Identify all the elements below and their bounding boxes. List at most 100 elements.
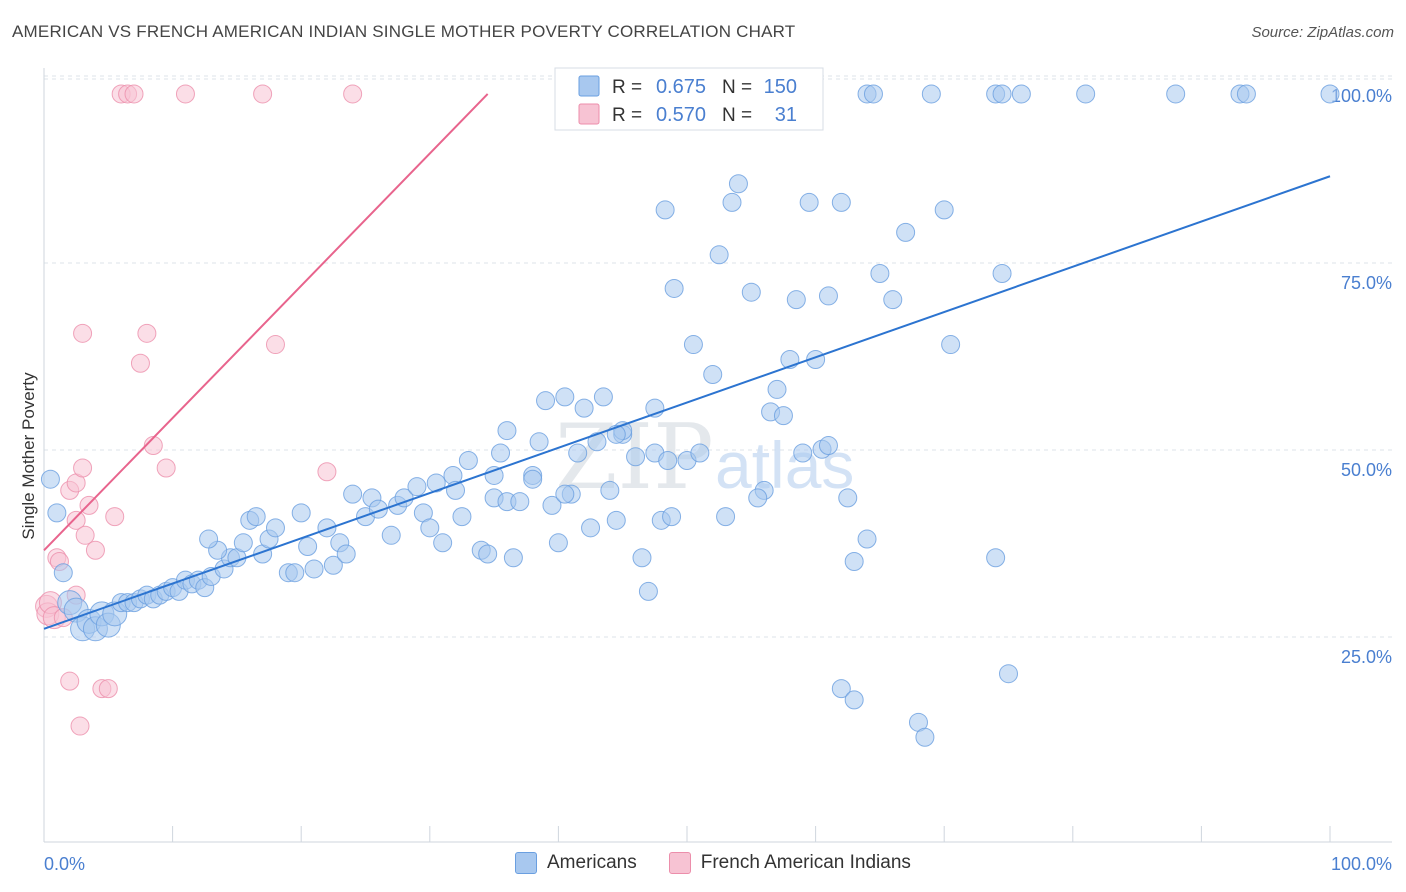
american-point-76 (574, 398, 594, 418)
american-point-71 (542, 495, 562, 515)
french-american-indian-point-12 (73, 323, 93, 343)
legend-n-value-0: 150 (764, 76, 797, 98)
legend-n-value-1: 31 (775, 104, 797, 126)
american-point-132 (1011, 84, 1031, 104)
american-point-110 (831, 192, 851, 212)
american-point-45 (336, 544, 356, 564)
american-point-114 (870, 263, 890, 283)
french-american-indian-point-15 (75, 525, 95, 545)
legend-item-french-american-indians[interactable]: French American Indians (668, 852, 911, 874)
french-american-indian-point-8 (60, 671, 80, 691)
american-point-122 (992, 263, 1012, 283)
american-point-80 (600, 480, 620, 500)
y-tick-label-0: 25.0% (1341, 647, 1392, 667)
legend-r-label-0: R = (612, 77, 642, 98)
american-point-69 (529, 432, 549, 452)
american-point-95 (703, 364, 723, 384)
legend-item-americans[interactable]: Americans (515, 852, 637, 874)
french-american-indian-point-22 (124, 84, 144, 104)
legend-n-label-0: N = (722, 77, 752, 98)
american-point-42 (317, 518, 337, 538)
american-point-31 (233, 533, 253, 553)
american-point-131 (992, 84, 1012, 104)
source-label: Source: ZipAtlas.com (1251, 24, 1394, 41)
trend-line-french-american-indians (43, 93, 489, 551)
x-tick-label-0: 0.0% (44, 854, 85, 874)
american-point-123 (999, 664, 1018, 684)
american-point-105 (786, 290, 806, 310)
american-point-100 (741, 282, 761, 302)
american-point-141 (818, 436, 838, 456)
french-american-indian-point-23 (130, 353, 150, 373)
legend-swatch-blue (578, 75, 600, 97)
american-point-146 (773, 406, 793, 426)
x-tick-label-1: 100.0% (1331, 854, 1392, 874)
french-american-indian-point-18 (98, 679, 118, 699)
american-point-128 (863, 84, 883, 104)
series-legend: Americans French American Indians (515, 852, 933, 874)
american-point-41 (304, 559, 324, 579)
american-point-119 (934, 200, 954, 220)
legend-swatch-pink (578, 103, 600, 125)
legend-box (554, 67, 824, 131)
american-point-97 (716, 507, 736, 527)
american-point-136 (1236, 84, 1256, 104)
american-point-94 (690, 443, 710, 463)
american-point-107 (799, 192, 819, 212)
american-point-134 (1166, 84, 1186, 104)
american-point-67 (510, 492, 530, 512)
tick-labels: 25.0% 50.0% 75.0% 100.0% 0.0% 100.0% (44, 86, 1392, 874)
french-american-indian-point-31 (343, 84, 363, 104)
american-point-139 (844, 690, 864, 710)
y-tick-label-1: 50.0% (1341, 460, 1392, 480)
y-tick-label-2: 75.0% (1341, 273, 1392, 293)
american-point-60 (458, 451, 478, 470)
american-point-64 (491, 443, 511, 463)
american-point-55 (420, 518, 440, 538)
legend-n-label-1: N = (722, 105, 752, 126)
french-american-indian-point-27 (175, 84, 195, 104)
american-point-121 (986, 548, 1006, 568)
american-point-39 (291, 503, 311, 523)
american-point-148 (523, 469, 543, 489)
american-point-103 (767, 379, 787, 399)
legend-r-value-0: 0.675 (656, 76, 706, 98)
american-point-78 (587, 432, 607, 452)
trend-line-americans (43, 175, 1331, 630)
y-axis-label: Single Mother Poverty (19, 372, 38, 540)
american-point-2 (53, 563, 73, 583)
american-point-56 (426, 473, 446, 493)
american-point-111 (838, 488, 858, 508)
chart-title: AMERICAN VS FRENCH AMERICAN INDIAN SINGL… (12, 22, 796, 41)
legend-swatch-blue (515, 852, 537, 874)
american-point-109 (818, 286, 838, 306)
american-point-43 (323, 555, 343, 575)
french-american-indian-point-24 (137, 323, 157, 343)
french-american-indian-point-13 (73, 458, 93, 478)
american-point-138 (831, 679, 851, 699)
french-american-indian-point-32 (70, 716, 90, 736)
grid-lines (44, 75, 1392, 638)
american-point-83 (626, 447, 646, 467)
series-americans (40, 84, 1340, 747)
american-point-96 (709, 245, 729, 265)
american-point-46 (343, 484, 363, 504)
american-point-50 (381, 525, 401, 545)
french-american-indian-point-28 (253, 84, 273, 104)
french-american-indian-point-10 (66, 510, 86, 530)
american-point-72 (548, 533, 568, 553)
american-point-113 (857, 529, 877, 549)
correlation-legend: R = 0.675 N = 150 R = 0.570 N = 31 (554, 67, 824, 131)
legend-swatch-pink (668, 852, 691, 874)
american-point-40 (298, 537, 318, 557)
american-point-145 (748, 488, 768, 508)
legend-label-french-american-indians: French American Indians (700, 852, 911, 873)
y-axis-label-group: Single Mother Poverty (19, 372, 38, 540)
french-american-indian-point-30 (317, 462, 337, 482)
american-point-57 (433, 533, 453, 553)
american-point-90 (662, 507, 682, 527)
american-point-75 (568, 443, 588, 463)
french-american-indian-point-19 (105, 507, 125, 527)
american-point-66 (503, 548, 523, 568)
french-american-indian-point-29 (265, 335, 285, 355)
